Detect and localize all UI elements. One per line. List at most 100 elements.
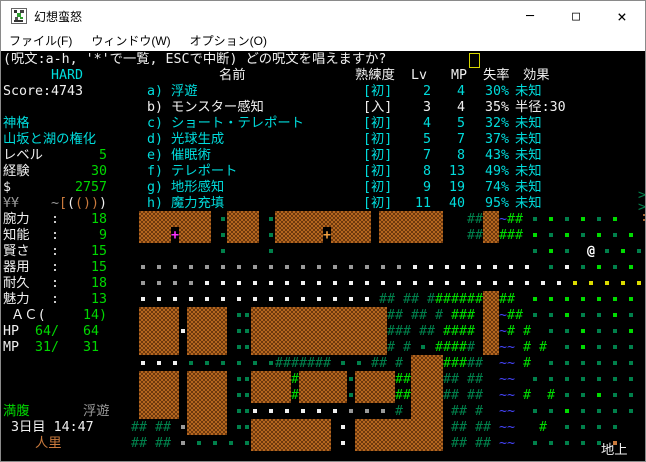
- spell-effect[interactable]: 半径:30: [515, 100, 566, 115]
- spell-proficiency[interactable]: [初]: [363, 132, 393, 147]
- spell-effect[interactable]: 未知: [515, 148, 542, 163]
- map-tree: #: [515, 228, 524, 243]
- spell-proficiency[interactable]: [初]: [363, 116, 393, 131]
- spell-effect[interactable]: 未知: [515, 116, 542, 131]
- map-wall: [147, 403, 155, 419]
- menu-window[interactable]: ウィンドウ(W): [91, 34, 171, 48]
- spell-level[interactable]: 3: [422, 100, 431, 115]
- hp-label: HP: [3, 324, 20, 339]
- map-wall: [203, 227, 211, 243]
- spell-key[interactable]: b): [147, 100, 164, 115]
- spell-mp[interactable]: 7: [456, 132, 465, 147]
- spell-level[interactable]: 9: [422, 180, 431, 195]
- spell-name[interactable]: モンスター感知: [171, 100, 264, 115]
- spell-key[interactable]: a): [147, 84, 164, 99]
- spell-name[interactable]: ショート・テレポート: [171, 116, 304, 131]
- spell-key[interactable]: c): [147, 116, 164, 131]
- map-water: ~: [499, 404, 508, 419]
- spell-proficiency[interactable]: [初]: [363, 196, 393, 211]
- spell-fail-rate[interactable]: 32%: [484, 116, 509, 131]
- spell-prompt: (呪文:a-h, '*'で一覧, ESCで中断) どの呪文を唱えますか?: [3, 52, 395, 67]
- map-grass-dot: [549, 233, 553, 237]
- spell-name[interactable]: テレポート: [171, 164, 238, 179]
- spell-level[interactable]: 11: [414, 196, 431, 211]
- map-wall: [307, 435, 315, 451]
- close-button[interactable]: ×: [617, 6, 627, 26]
- spell-name[interactable]: 催眠術: [171, 148, 211, 163]
- map-tree: #: [475, 404, 484, 419]
- spell-proficiency[interactable]: [初]: [363, 164, 393, 179]
- map-wall: [139, 339, 147, 355]
- spell-mp[interactable]: 5: [456, 116, 465, 131]
- spell-effect[interactable]: 未知: [515, 196, 542, 211]
- spell-key[interactable]: e): [147, 148, 164, 163]
- spell-proficiency[interactable]: [初]: [363, 84, 393, 99]
- spell-name[interactable]: 魔力充填: [171, 196, 225, 211]
- map-grass-dot: [565, 377, 569, 381]
- map-wall: [483, 291, 491, 307]
- map-grass-dot: [629, 329, 633, 333]
- map-floor-dot: [429, 281, 433, 285]
- spell-level[interactable]: 4: [422, 116, 431, 131]
- spell-mp[interactable]: 8: [456, 148, 465, 163]
- map-grass-dot: [581, 217, 585, 221]
- spell-mp[interactable]: 13: [448, 164, 465, 179]
- map-tree: #: [131, 436, 140, 451]
- map-wall: [251, 227, 259, 243]
- map-wall: [195, 371, 203, 387]
- map-water: ~: [499, 356, 508, 371]
- spell-mp[interactable]: 40: [448, 196, 465, 211]
- spell-fail-rate[interactable]: 30%: [484, 84, 509, 99]
- title-bar[interactable]: 幻想蛮怒 ─ □ ×: [1, 1, 645, 31]
- spell-effect[interactable]: 未知: [515, 132, 542, 147]
- spell-fail-rate[interactable]: 35%: [484, 100, 509, 115]
- spell-mp[interactable]: 4: [456, 100, 465, 115]
- spell-effect[interactable]: 未知: [515, 164, 542, 179]
- map-floor-dot: [317, 297, 321, 301]
- spell-name[interactable]: 光球生成: [171, 132, 225, 147]
- spell-fail-rate[interactable]: 74%: [484, 180, 509, 195]
- spell-key[interactable]: g): [147, 180, 164, 195]
- spell-proficiency[interactable]: [入]: [363, 100, 393, 115]
- spell-fail-rate[interactable]: 43%: [484, 148, 509, 163]
- spell-name[interactable]: 浮遊: [171, 84, 198, 99]
- map-wall: [355, 307, 363, 323]
- spell-mp[interactable]: 4: [456, 84, 465, 99]
- maximize-button[interactable]: □: [572, 8, 580, 24]
- menu-file[interactable]: ファイル(F): [9, 34, 73, 48]
- spell-fail-rate[interactable]: 49%: [484, 164, 509, 179]
- ac-label: ＡＣ(: [11, 308, 46, 323]
- spell-key[interactable]: h): [147, 196, 164, 211]
- spell-proficiency[interactable]: [初]: [363, 180, 393, 195]
- spell-level[interactable]: 7: [422, 148, 431, 163]
- map-tree: #: [379, 356, 388, 371]
- map-floor-dot: [333, 281, 337, 285]
- spell-fail-rate[interactable]: 95%: [484, 196, 509, 211]
- spell-name[interactable]: 地形感知: [171, 180, 225, 195]
- spell-level[interactable]: 2: [422, 84, 431, 99]
- spell-key[interactable]: f): [147, 164, 164, 179]
- map-tree: #: [291, 388, 300, 403]
- spell-key[interactable]: d): [147, 132, 164, 147]
- spell-fail-rate[interactable]: 37%: [484, 132, 509, 147]
- map-floor-dot: [221, 297, 225, 301]
- map-wall: [427, 211, 435, 227]
- minimize-button[interactable]: ─: [526, 8, 534, 24]
- map-wall: [195, 419, 203, 435]
- spell-effect[interactable]: 未知: [515, 180, 542, 195]
- map-grass-dot: [605, 249, 609, 253]
- map-grass-dot: [237, 377, 241, 381]
- spell-effect[interactable]: 未知: [515, 84, 542, 99]
- map-wall: [203, 371, 211, 387]
- spell-level[interactable]: 5: [422, 132, 431, 147]
- spell-mp[interactable]: 19: [448, 180, 465, 195]
- map-tree: #: [443, 324, 452, 339]
- map-tree: #: [467, 340, 476, 355]
- map-wall: [315, 227, 323, 243]
- spell-level[interactable]: 8: [422, 164, 431, 179]
- spell-proficiency[interactable]: [初]: [363, 148, 393, 163]
- map-grass-dot: [597, 377, 601, 381]
- menu-options[interactable]: オプション(O): [189, 34, 267, 48]
- map-tree: #: [523, 324, 532, 339]
- map-wall: [203, 211, 211, 227]
